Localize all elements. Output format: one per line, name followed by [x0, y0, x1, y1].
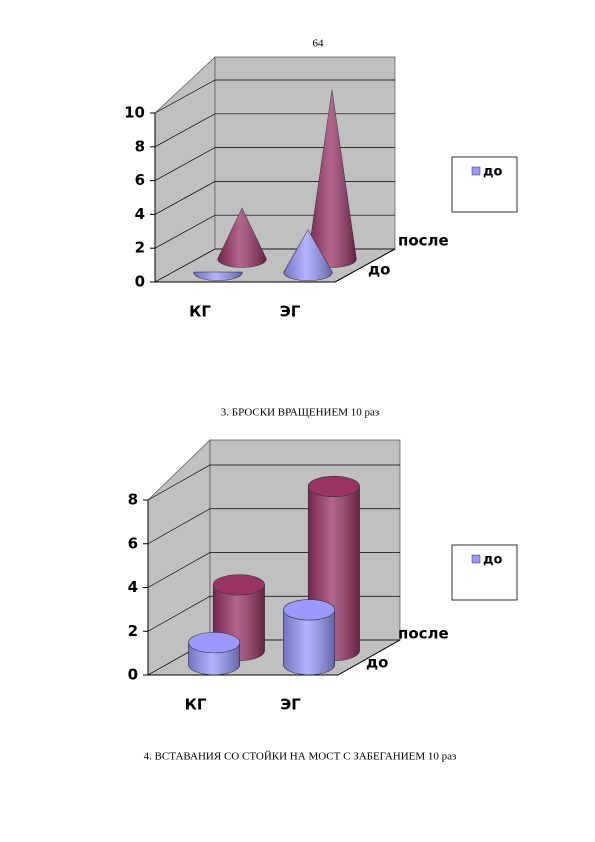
page-number: 64 — [313, 38, 325, 50]
series-label: после — [398, 232, 449, 250]
data-shape — [217, 207, 267, 268]
cylinder-top — [307, 475, 360, 497]
y-tick-label: 8 — [128, 491, 138, 509]
y-tick-label: 4 — [135, 205, 145, 223]
series-label: после — [398, 625, 449, 643]
y-tick-label: 4 — [128, 578, 138, 596]
x-tick-label: ЭГ — [280, 696, 301, 714]
caption: 3. БРОСКИ ВРАЩЕНИЕМ 10 раз — [221, 407, 379, 419]
y-tick-label: 0 — [128, 666, 138, 684]
depth-axis — [334, 248, 396, 283]
legend-label: до — [483, 165, 502, 180]
series-label: до — [366, 654, 388, 672]
legend-box — [451, 544, 518, 601]
series-label: до — [368, 261, 390, 279]
caption: 4. ВСТАВАНИЯ СО СТОЙКИ НА МОСТ С ЗАБЕГАН… — [144, 751, 457, 763]
y-tick-label: 6 — [128, 534, 138, 552]
legend-swatch — [471, 166, 481, 176]
legend-swatch — [471, 554, 481, 564]
grid-line — [154, 79, 395, 114]
y-tick-label: 0 — [135, 273, 145, 291]
depth-axis — [337, 639, 401, 676]
x-tick-label: КГ — [185, 696, 207, 714]
y-tick-label: 2 — [135, 239, 145, 257]
cylinder-top — [188, 632, 241, 654]
cylinder-top — [212, 574, 265, 596]
data-shape — [193, 271, 243, 281]
y-tick-label: 8 — [135, 137, 145, 155]
y-tick-label: 10 — [124, 104, 145, 122]
cylinder-top — [283, 599, 336, 621]
data-shape — [283, 599, 336, 676]
grid-line — [147, 464, 400, 501]
data-shape — [188, 632, 241, 676]
y-tick-label: 2 — [128, 622, 138, 640]
cone-shade — [193, 272, 243, 281]
legend-box — [451, 156, 518, 213]
cone-shade — [283, 229, 333, 281]
cylinder-shade — [283, 609, 335, 675]
x-tick-label: КГ — [189, 303, 211, 321]
cone-shade — [307, 89, 357, 268]
legend-label: до — [483, 553, 502, 568]
y-tick-label: 6 — [135, 171, 145, 189]
data-shape — [283, 229, 333, 281]
x-tick-label: ЭГ — [280, 303, 301, 321]
cone-shade — [217, 208, 267, 268]
